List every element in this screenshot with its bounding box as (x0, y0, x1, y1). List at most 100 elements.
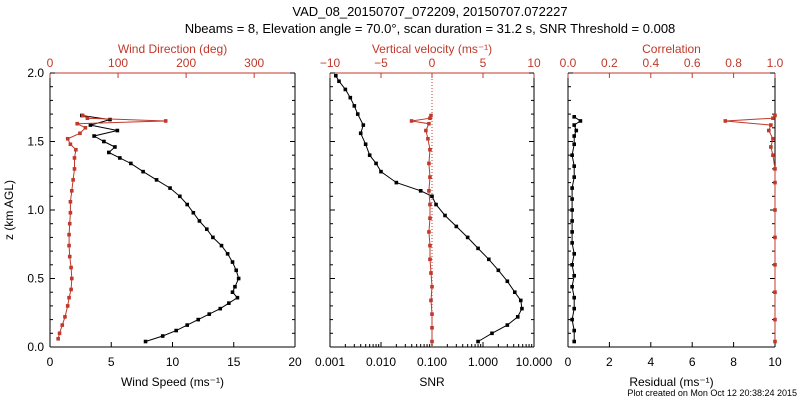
wind-direction-point (69, 265, 73, 270)
wind-speed-point (207, 312, 212, 316)
y-tick-label: 2.0 (27, 66, 44, 80)
vertical-velocity-point (428, 243, 432, 248)
bottom-tick-label: 5 (108, 355, 115, 369)
wind-speed-point (185, 202, 189, 207)
vertical-velocity-point (428, 257, 432, 262)
figure-subtitle: Nbeams = 8, Elevation angle = 70.0°, sca… (185, 21, 676, 36)
wind-speed-point (113, 145, 117, 149)
wind-direction-point (72, 167, 77, 171)
wind-speed-point (230, 260, 235, 264)
wind-direction-point (80, 113, 85, 118)
bottom-tick-label: 0 (47, 355, 54, 369)
wind-direction-point (69, 276, 74, 281)
snr-point (334, 73, 338, 78)
snr-point (490, 331, 494, 336)
correlation-point (771, 153, 775, 157)
wind-direction-point (75, 121, 80, 126)
bottom-tick-label: 0 (565, 355, 572, 369)
top-axis-label: Correlation (642, 42, 701, 56)
wind-speed-point (197, 219, 202, 223)
wind-speed-point (191, 210, 196, 215)
wind-speed-point (115, 128, 120, 133)
wind-speed-point (235, 295, 240, 300)
wind-direction-point (83, 126, 88, 130)
vertical-velocity-point (429, 271, 433, 275)
residual-point (572, 273, 577, 278)
snr-point (361, 123, 366, 127)
y-tick-label: 0.5 (27, 272, 44, 286)
snr-point (515, 315, 520, 319)
wind-direction-point (68, 199, 73, 204)
top-axis-label: Vertical velocity (ms⁻¹) (372, 42, 492, 56)
vertical-velocity-point (426, 136, 430, 141)
wind-speed-point (102, 139, 106, 144)
residual-point (570, 219, 574, 223)
residual-point (570, 263, 574, 267)
snr-point (348, 95, 353, 100)
wind-direction-point (67, 254, 72, 259)
residual-point (570, 153, 574, 157)
bottom-tick-label: 20 (288, 355, 302, 369)
vertical-velocity-point (430, 312, 434, 316)
y-tick-label: 1.0 (27, 203, 44, 217)
snr-point (363, 142, 368, 147)
correlation-point (773, 180, 777, 185)
residual-point (572, 134, 577, 138)
bottom-tick-label: 4 (647, 355, 654, 369)
vertical-velocity-point (429, 113, 433, 118)
wind-speed-point (218, 306, 223, 311)
residual-point (570, 230, 574, 234)
wind-direction-line (57, 115, 166, 339)
vertical-velocity-point (428, 147, 432, 152)
top-tick-label: 10 (527, 56, 541, 70)
vertical-velocity-point (428, 216, 432, 221)
snr-point (367, 153, 372, 157)
snr-point (343, 87, 348, 92)
vertical-velocity-point (424, 128, 428, 133)
wind-direction-point (163, 119, 168, 123)
snr-point (358, 131, 363, 136)
wind-speed-point (160, 334, 165, 338)
snr-point (454, 224, 459, 229)
y-tick-label: 0.0 (27, 340, 44, 354)
snr-line (335, 75, 523, 342)
wind-direction-point (74, 147, 78, 152)
correlation-point (773, 263, 777, 267)
y-tick-label: 1.5 (27, 135, 44, 149)
residual-point (570, 208, 574, 212)
top-tick-label: 0.8 (725, 56, 742, 70)
top-tick-label: 0.4 (642, 56, 659, 70)
correlation-point (771, 136, 775, 141)
vertical-velocity-point (427, 161, 431, 166)
residual-point (570, 197, 574, 201)
wind-speed-point (211, 235, 215, 240)
snr-point (355, 112, 360, 116)
bottom-tick-label: 10 (166, 355, 180, 369)
wind-speed-line (81, 115, 240, 342)
wind-speed-point (141, 169, 145, 174)
wind-speed-point (168, 186, 172, 190)
wind-direction-point (67, 295, 71, 300)
top-axis-label: Wind Direction (deg) (118, 42, 227, 56)
snr-point (374, 161, 378, 166)
wind-direction-point (72, 156, 77, 160)
correlation-point (773, 167, 777, 171)
wind-direction-point (71, 178, 75, 182)
vertical-velocity-point (428, 202, 432, 207)
snr-point (418, 189, 423, 193)
top-tick-label: 0.0 (560, 56, 577, 70)
wind-speed-point (233, 284, 237, 289)
bottom-tick-label: 10 (768, 355, 782, 369)
top-tick-label: −5 (374, 56, 388, 70)
bottom-tick-label: 8 (730, 355, 737, 369)
bottom-tick-label: 2 (606, 355, 613, 369)
y-axis-label: z (km AGL) (2, 180, 16, 240)
bottom-axis-label: Residual (ms⁻¹) (629, 375, 713, 389)
snr-point (505, 323, 510, 327)
correlation-point (773, 317, 777, 322)
vertical-velocity-point (409, 119, 414, 123)
top-tick-label: 100 (108, 56, 128, 70)
bottom-tick-label: 0.010 (366, 355, 396, 369)
wind-direction-point (60, 323, 65, 327)
